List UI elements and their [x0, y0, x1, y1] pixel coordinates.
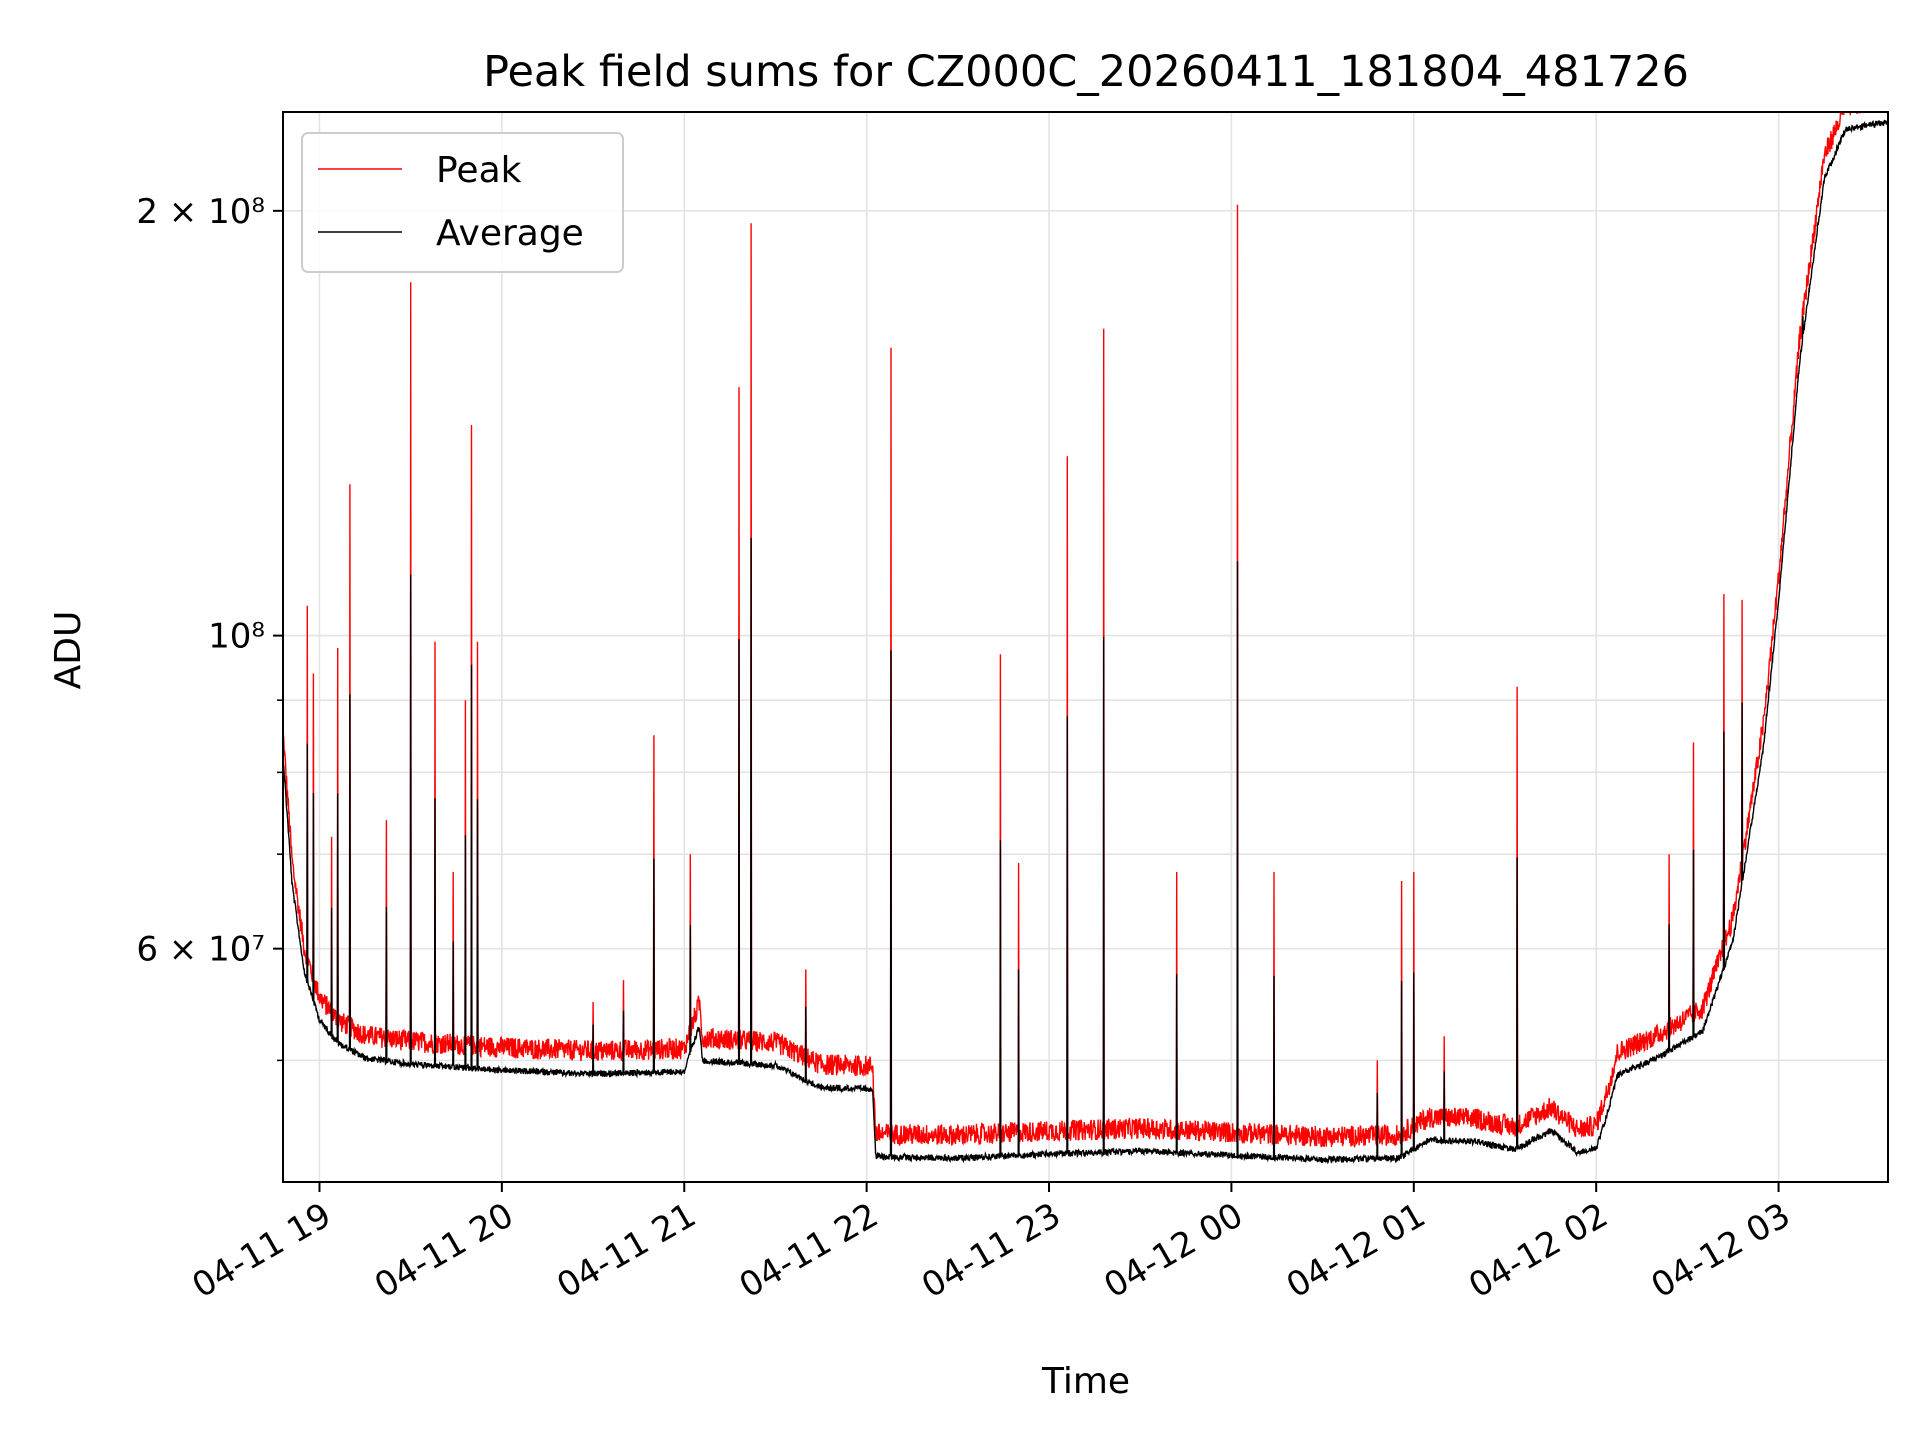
- series-line-peak: [283, 112, 1873, 1149]
- legend-label-average: Average: [436, 213, 584, 254]
- series-line-average: [283, 118, 1888, 1165]
- legend-box: [301, 132, 624, 273]
- x-axis-label: Time: [1041, 1361, 1130, 1402]
- chart-title: Peak field sums for CZ000C_20260411_1818…: [483, 47, 1689, 97]
- grid: [283, 112, 1888, 1182]
- y-tick-label: 2 × 10⁸: [136, 192, 265, 232]
- axes-frame: [282, 111, 1889, 1183]
- legend-label-peak: Peak: [436, 150, 522, 191]
- y-axis-label: ADU: [48, 611, 89, 690]
- y-tick-label: 6 × 10⁷: [136, 930, 265, 970]
- y-axis: 6 × 10⁷ 10⁸ 2 × 10⁸: [136, 192, 283, 1062]
- y-tick-label: 10⁸: [208, 617, 265, 657]
- plot-area: [283, 112, 1888, 1165]
- legend: Peak Average: [301, 132, 624, 273]
